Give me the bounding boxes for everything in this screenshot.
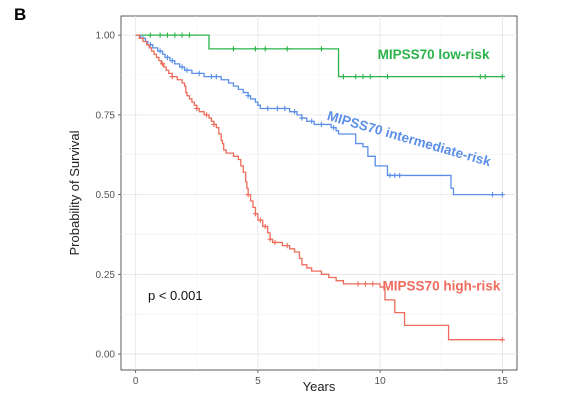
censor-mark: [362, 281, 369, 287]
x-tick-label: 15: [497, 376, 509, 387]
censor-mark: [318, 46, 325, 52]
series-label: MIPSS70 high-risk: [383, 278, 501, 293]
censor-mark: [184, 67, 190, 73]
censor-mark: [159, 61, 166, 67]
censor-mark: [211, 121, 217, 128]
censor-mark: [262, 46, 268, 52]
censor-mark: [384, 73, 391, 80]
panel-letter: B: [14, 5, 27, 24]
censor-mark: [265, 105, 271, 112]
censor-mark: [499, 337, 505, 343]
censor-mark: [252, 46, 259, 52]
censor-mark: [203, 112, 210, 118]
censor-mark: [196, 70, 202, 77]
series-label: MIPSS70 low-risk: [378, 47, 490, 62]
censor-mark: [164, 32, 171, 38]
censor-mark: [331, 125, 337, 131]
survival-curve: [135, 34, 503, 78]
censor-mark: [274, 105, 281, 112]
censor-mark: [213, 73, 219, 80]
censor-mark: [194, 105, 200, 112]
censor-mark: [208, 73, 215, 80]
censor-mark: [245, 191, 251, 198]
censor-mark: [147, 32, 153, 38]
censor-mark: [262, 223, 268, 230]
censor-mark: [172, 32, 178, 38]
y-tick-label: 1.00: [96, 31, 116, 42]
censor-mark: [291, 109, 298, 115]
censor-mark: [169, 58, 175, 64]
censor-mark: [367, 73, 373, 80]
series-2: [135, 34, 505, 343]
censor-mark: [252, 211, 259, 217]
censor-mark: [169, 73, 175, 80]
censor-mark: [179, 32, 185, 38]
censor-mark: [360, 73, 366, 80]
censor-mark: [392, 172, 398, 179]
axes: 0 5 10 15 0.00 0.25 0.50 0.75 1.00: [96, 31, 509, 387]
p-value-annotation: p < 0.001: [148, 288, 203, 303]
y-tick-label: 0.25: [96, 270, 116, 281]
censor-mark: [284, 243, 290, 249]
censor-mark: [355, 281, 361, 287]
censor-mark: [284, 46, 290, 52]
y-tick-label: 0.75: [96, 110, 116, 121]
censor-mark: [477, 73, 483, 80]
censor-mark: [340, 73, 347, 80]
y-tick-label: 0.50: [96, 190, 116, 201]
censor-mark: [186, 32, 193, 38]
censor-mark: [179, 64, 185, 70]
x-tick-label: 10: [375, 376, 387, 387]
censor-mark: [309, 118, 315, 124]
censor-mark: [267, 236, 273, 242]
censor-mark: [370, 281, 376, 287]
y-tick-label: 0.00: [96, 350, 116, 361]
series-0: [135, 32, 505, 80]
censor-mark: [499, 73, 505, 80]
censor-mark: [272, 239, 278, 246]
censor-mark: [482, 73, 488, 80]
censor-mark: [245, 93, 251, 99]
censor-mark: [499, 191, 505, 198]
survival-curve: [135, 34, 503, 341]
censor-mark: [397, 172, 403, 179]
x-tick-label: 0: [133, 376, 139, 387]
censor-mark: [299, 115, 305, 121]
y-axis-label: Probability of Survival: [67, 130, 82, 255]
censor-mark: [157, 32, 163, 38]
censor-mark: [282, 105, 288, 112]
series-group: [135, 32, 505, 343]
censor-mark: [489, 191, 496, 198]
censor-mark: [353, 73, 359, 80]
censor-mark: [230, 46, 237, 52]
censor-mark: [157, 48, 163, 54]
censor-mark: [257, 217, 263, 223]
censor-mark: [164, 54, 171, 61]
x-tick-label: 5: [255, 376, 261, 387]
x-axis-label: Years: [303, 379, 336, 394]
censor-mark: [387, 172, 393, 179]
censor-mark: [318, 121, 325, 128]
